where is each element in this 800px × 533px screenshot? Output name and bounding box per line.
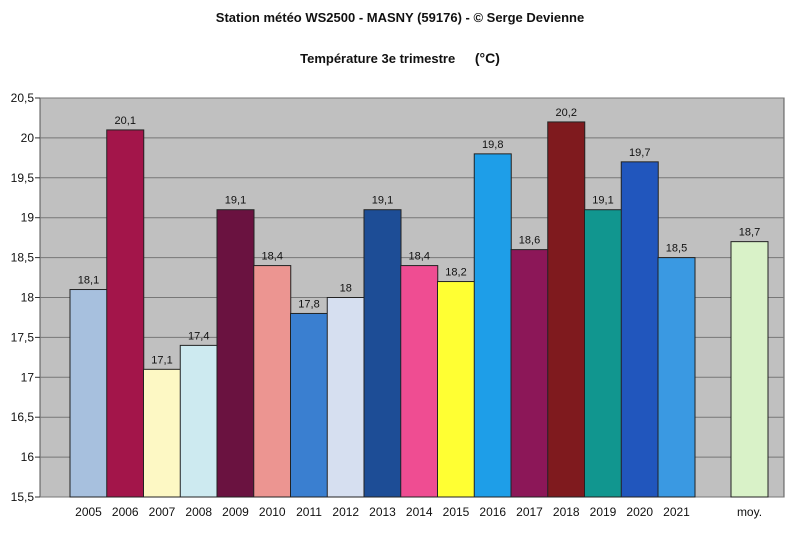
data-labels: 18,1 20,1 17,1 17,4 19,1 18,4 17,8 18 19,1 18,4 18…	[78, 107, 760, 366]
x-tick-label: 2013	[369, 505, 396, 519]
y-axis-ticks: 15,5 16 16,5 17 17,5 18 18,5 19 19,5 20 20,5	[11, 91, 40, 504]
y-tick-label: 17	[21, 370, 35, 384]
chart-title: Station météo WS2500 - MASNY (59176) - ©…	[215, 10, 585, 25]
x-tick-label: 2005	[75, 505, 102, 519]
bar-2015	[437, 281, 475, 498]
bar-2005	[69, 289, 108, 498]
x-axis-ticks: 2005 2006 2007 2008 2009 2010 2011 2012 2013 2014…	[75, 505, 762, 519]
x-tick-label: 2010	[259, 505, 286, 519]
y-tick-label: 16	[21, 450, 35, 464]
y-tick-label: 16,5	[11, 410, 35, 424]
bar-2021	[657, 257, 696, 498]
x-tick-label: 2009	[222, 505, 249, 519]
y-tick-label: 19	[21, 211, 35, 225]
x-tick-label: 2017	[516, 505, 543, 519]
bar-2020	[620, 161, 659, 498]
x-tick-label: 2014	[406, 505, 433, 519]
data-label: 20,2	[556, 107, 577, 119]
x-tick-label: 2016	[479, 505, 506, 519]
data-label: 18,5	[666, 243, 687, 255]
bar-2009	[216, 209, 255, 498]
y-tick-label: 20	[21, 131, 35, 145]
data-label: 19,1	[372, 195, 393, 207]
y-tick-label: 18	[21, 291, 35, 305]
data-label: 18,7	[739, 227, 760, 239]
x-tick-label: 2015	[443, 505, 470, 519]
data-label: 18	[340, 283, 352, 295]
bar-2006	[106, 129, 145, 498]
bar-2012	[326, 297, 365, 498]
x-tick-label: 2011	[296, 505, 322, 519]
chart-subtitle: Température 3e trimestre (°C)	[0, 50, 800, 66]
y-tick-label: 15,5	[11, 490, 35, 504]
bar-2017	[510, 249, 549, 498]
data-label: 19,1	[225, 195, 246, 207]
data-label: 18,6	[519, 235, 540, 247]
x-tick-label: 2012	[332, 505, 359, 519]
y-tick-label: 20,5	[11, 91, 35, 105]
x-tick-label: moy.	[737, 505, 762, 519]
bar-2011	[290, 312, 328, 498]
x-tick-label: 2007	[149, 505, 176, 519]
bars	[69, 121, 769, 498]
bar-2014	[400, 265, 439, 498]
unit-label: (°C)	[474, 50, 500, 66]
data-label: 20,1	[115, 115, 136, 127]
data-label: 17,4	[188, 330, 209, 342]
x-tick-label: 2006	[112, 505, 139, 519]
y-tick-label: 17,5	[11, 330, 35, 344]
bar-2019	[584, 209, 622, 498]
data-label: 17,1	[151, 354, 172, 366]
y-tick-label: 19,5	[11, 171, 35, 185]
bar-moy	[730, 241, 769, 498]
bar-2013	[363, 209, 402, 498]
x-tick-label: 2019	[590, 505, 617, 519]
data-label: 19,1	[592, 195, 613, 207]
x-tick-label: 2008	[185, 505, 212, 519]
data-label: 17,8	[298, 298, 319, 310]
data-label: 18,4	[409, 251, 430, 263]
bar-2007	[143, 368, 181, 498]
data-label: 19,8	[482, 139, 503, 151]
data-label: 19,7	[629, 147, 650, 159]
subtitle-text: Température 3e trimestre	[300, 51, 456, 66]
data-label: 18,1	[78, 275, 99, 287]
bar-2016	[473, 153, 512, 498]
bar-2008	[179, 344, 218, 498]
x-tick-label: 2020	[626, 505, 653, 519]
x-tick-label: 2018	[553, 505, 580, 519]
data-label: 18,4	[262, 251, 283, 263]
x-tick-label: 2021	[663, 505, 690, 519]
bar-2018	[547, 121, 586, 498]
data-label: 18,2	[445, 267, 466, 279]
bar-2010	[253, 265, 292, 498]
y-tick-label: 18,5	[11, 251, 35, 265]
